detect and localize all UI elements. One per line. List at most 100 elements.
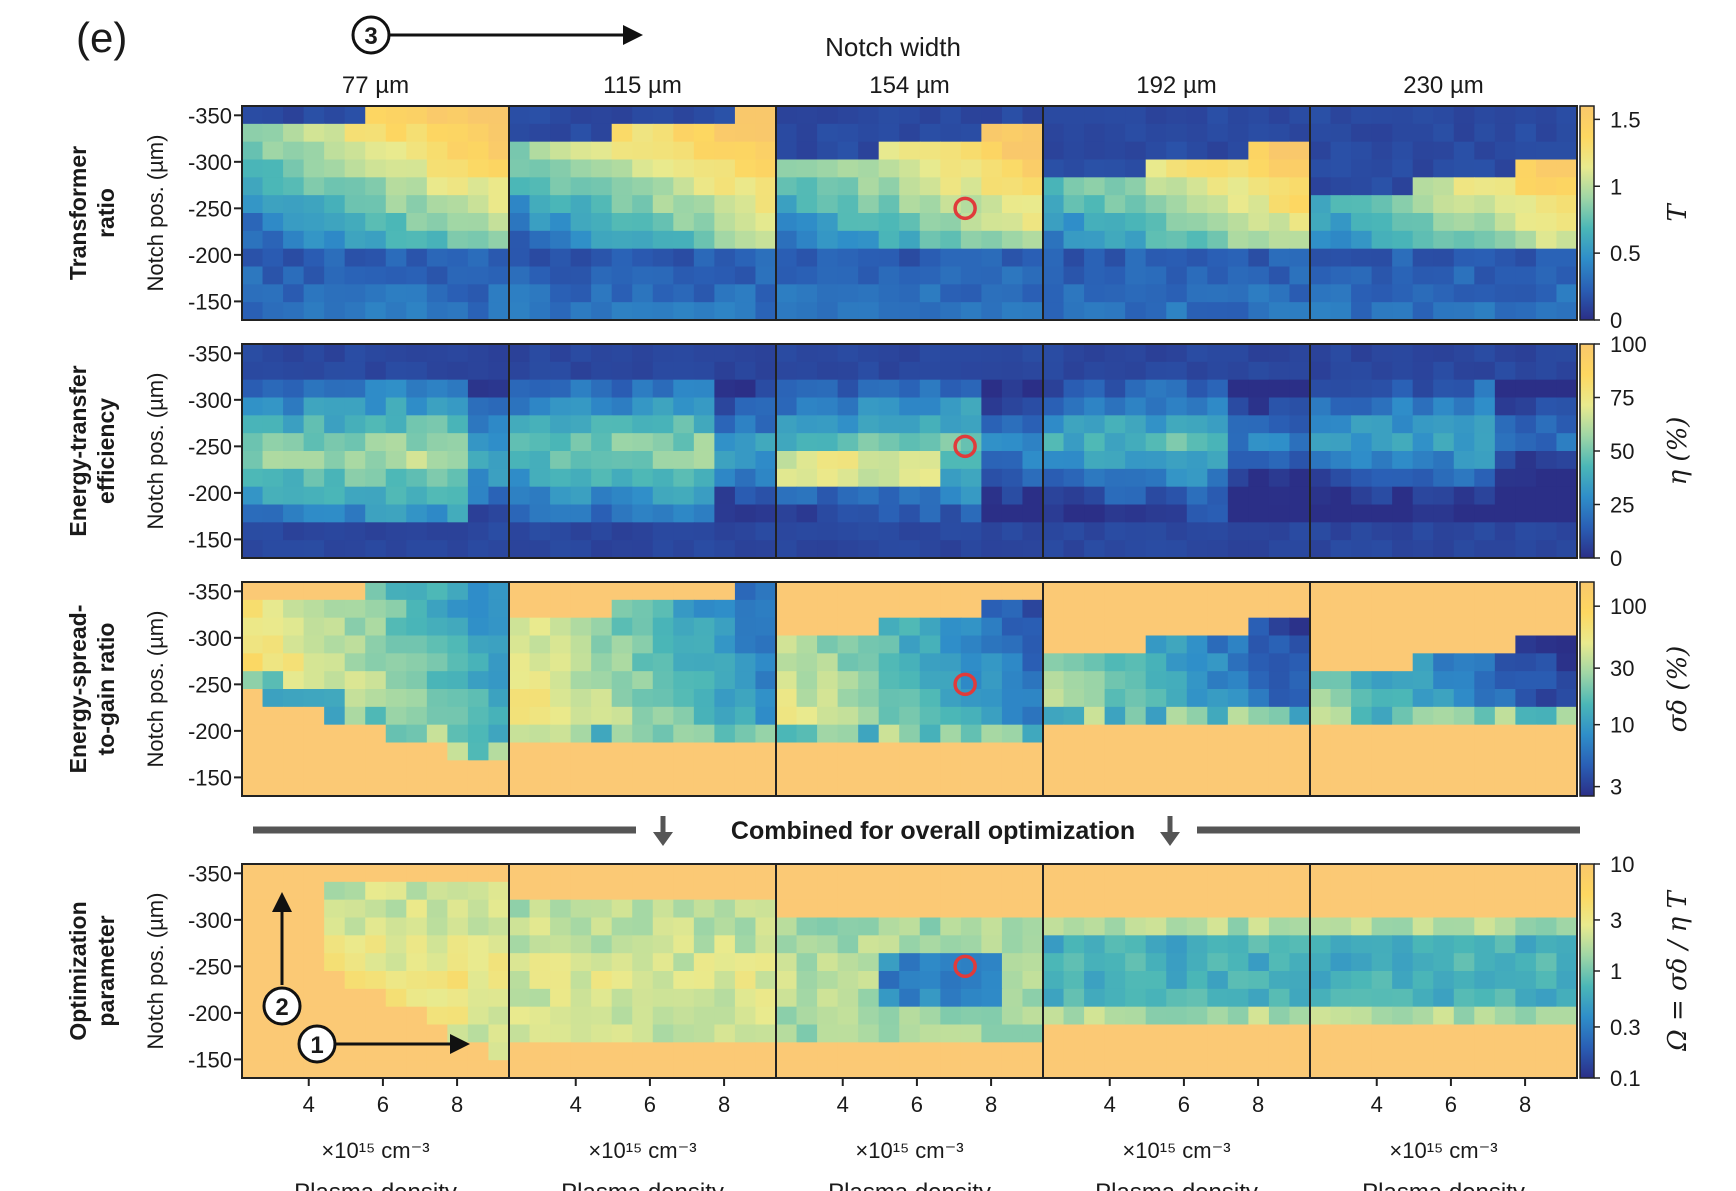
heatmap-cell xyxy=(817,599,839,619)
heatmap-cell xyxy=(1453,689,1475,708)
heatmap-cell xyxy=(1145,899,1167,919)
heatmap-cell xyxy=(1371,361,1393,381)
heatmap-cell xyxy=(1022,917,1044,936)
heatmap-cell xyxy=(1351,486,1373,506)
heatmap-cell xyxy=(488,230,510,250)
heatmap-cell xyxy=(858,230,880,250)
heatmap-cell xyxy=(632,230,654,250)
heatmap-cell xyxy=(591,213,613,232)
heatmap-cell xyxy=(447,1060,469,1079)
heatmap-cell xyxy=(1063,760,1085,779)
heatmap-cell xyxy=(960,706,982,726)
heatmap-cell xyxy=(1494,123,1516,143)
heatmap-cell xyxy=(960,988,982,1008)
heatmap-cell xyxy=(1494,742,1516,761)
heatmap-cell xyxy=(796,635,818,654)
heatmap-cell xyxy=(591,361,613,381)
heatmap-cell xyxy=(570,689,592,708)
heatmap-cell xyxy=(1310,159,1332,178)
heatmap-cell xyxy=(652,213,674,232)
heatmap-cell xyxy=(899,540,921,559)
x-tick-label: 8 xyxy=(718,1092,730,1117)
heatmap-cell xyxy=(1043,540,1065,559)
heatmap-cell xyxy=(611,724,633,744)
heatmap-cell xyxy=(1248,415,1270,434)
heatmap-cell xyxy=(447,881,469,901)
heatmap-cell xyxy=(1186,540,1208,559)
heatmap-cell xyxy=(509,742,531,761)
heatmap-cell xyxy=(1186,415,1208,434)
heatmap-cell xyxy=(365,582,387,601)
heatmap-cell xyxy=(385,248,407,268)
heatmap-cell xyxy=(1474,988,1496,1008)
down-arrow-icon xyxy=(1160,816,1180,846)
y-tick-label: -150 xyxy=(188,527,232,552)
heatmap-cell xyxy=(1535,159,1558,178)
heatmap-cell xyxy=(796,953,818,972)
heatmap-cell xyxy=(796,653,818,672)
heatmap-cell xyxy=(324,899,346,919)
heatmap-cell xyxy=(1063,486,1085,506)
heatmap-cell xyxy=(242,689,264,708)
heatmap-cell xyxy=(426,917,448,936)
heatmap-cell xyxy=(242,953,264,972)
heatmap-cell xyxy=(878,582,900,601)
heatmap-cell xyxy=(734,123,757,143)
heatmap-cell xyxy=(385,415,407,434)
heatmap-cell xyxy=(365,742,387,761)
heatmap-cell xyxy=(488,284,510,303)
heatmap-cell xyxy=(1227,1042,1249,1061)
heatmap-cell xyxy=(1268,195,1291,214)
heatmap-cell xyxy=(796,899,818,919)
heatmap-cell xyxy=(817,284,839,303)
heatmap-cell xyxy=(1392,106,1414,125)
heatmap-cell xyxy=(509,468,531,488)
heatmap-cell xyxy=(899,724,921,744)
heatmap-cell xyxy=(878,671,900,690)
optimum-marker xyxy=(953,434,977,459)
heatmap-cell xyxy=(262,599,284,619)
y-tick-label: -300 xyxy=(188,388,232,413)
heatmap-cell xyxy=(1330,599,1352,619)
heatmap-cell xyxy=(817,881,839,901)
heatmap-cell xyxy=(1412,106,1434,125)
heatmap-cell xyxy=(919,415,941,434)
heatmap-cell xyxy=(242,582,264,601)
heatmap-cell xyxy=(344,724,366,744)
heatmap-cell xyxy=(1474,635,1496,654)
heatmap-cell xyxy=(673,760,695,779)
heatmap-cell xyxy=(693,379,715,399)
heatmap-cell xyxy=(837,760,859,779)
heatmap-cell xyxy=(303,864,325,883)
heatmap-cell xyxy=(1289,635,1311,654)
heatmap-cell xyxy=(1433,864,1455,883)
heatmap-cell xyxy=(262,284,284,303)
heatmap-cell xyxy=(1022,468,1044,488)
heatmap-cell xyxy=(509,1006,531,1026)
heatmap-cell xyxy=(1351,540,1373,559)
heatmap-cell xyxy=(365,177,387,196)
heatmap-cell xyxy=(714,451,736,470)
heatmap-cell xyxy=(1453,617,1475,637)
heatmap-cell xyxy=(1084,617,1106,637)
heatmap-cell xyxy=(283,106,305,125)
heatmap-cell xyxy=(262,1060,284,1079)
heatmap-cell xyxy=(652,899,674,919)
heatmap-cell xyxy=(1166,344,1188,363)
heatmap-cell xyxy=(878,953,900,972)
heatmap-cell xyxy=(1001,689,1024,708)
heatmap-cell xyxy=(344,935,366,954)
heatmap-cell xyxy=(488,760,510,779)
heatmap-cell xyxy=(1310,415,1332,434)
heatmap-cell xyxy=(1474,935,1496,954)
heatmap-cell xyxy=(878,302,900,321)
heatmap-cell xyxy=(1392,397,1414,416)
heatmap-cell xyxy=(1494,864,1516,883)
heatmap-cell xyxy=(242,1024,264,1043)
heatmap-cell xyxy=(734,1060,757,1079)
heatmap-cell xyxy=(1474,106,1496,125)
heatmap-cell xyxy=(324,971,346,990)
heatmap-cell xyxy=(509,379,531,399)
heatmap-cell xyxy=(1453,284,1475,303)
